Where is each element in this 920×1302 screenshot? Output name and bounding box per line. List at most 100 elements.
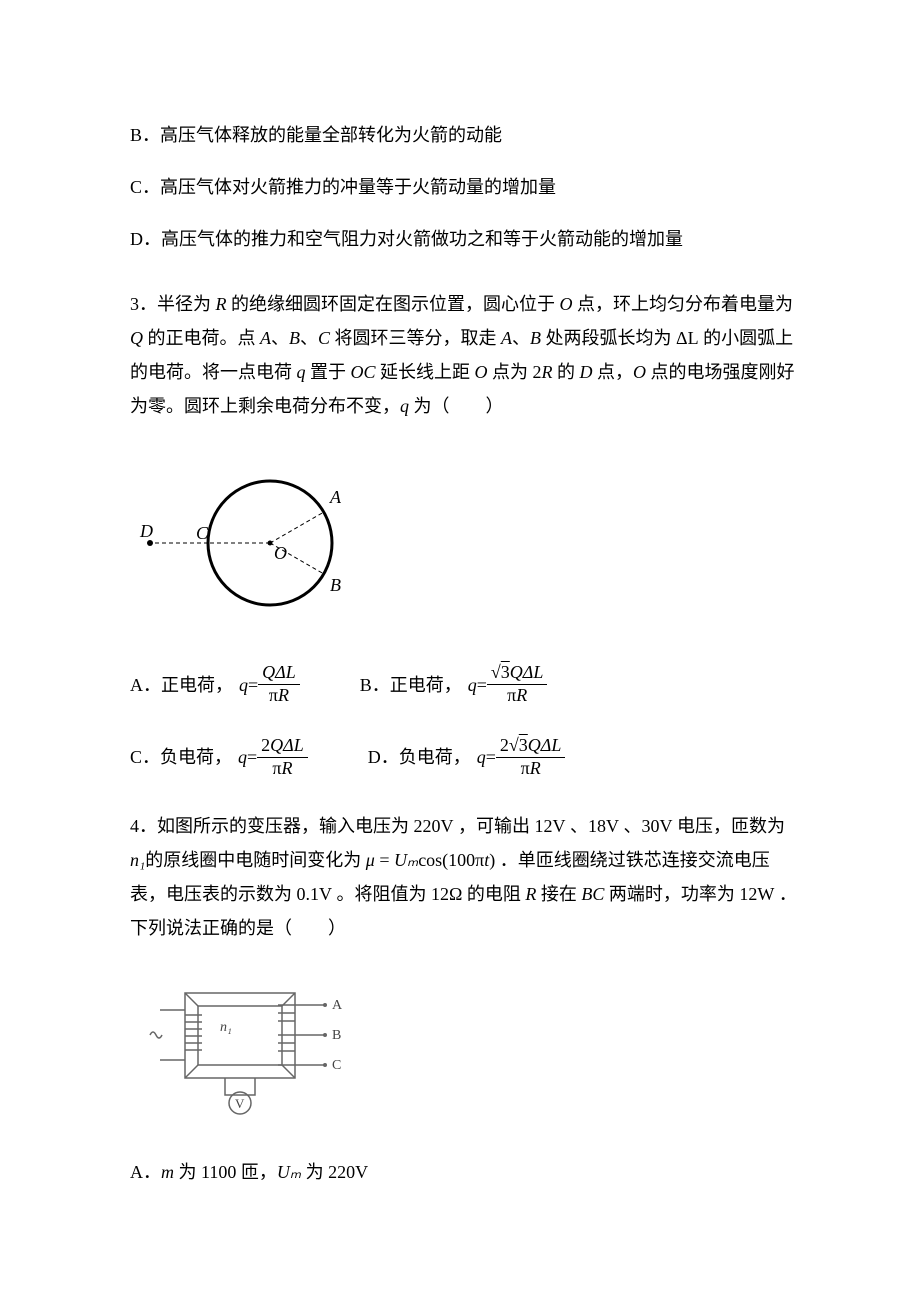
- pt-O: O: [560, 294, 573, 314]
- q3-text: 处两段弧长均为: [541, 328, 676, 348]
- fig-label-A: A: [329, 487, 342, 507]
- q3-circle-diagram: A B C D O: [130, 453, 360, 633]
- fraction: 2√3QΔL πR: [496, 736, 565, 779]
- q3-options-row-2: C．负电荷， q = 2QΔL πR D．负电荷， q = 2√3QΔL πR: [130, 736, 800, 779]
- eq-eq: =: [477, 668, 487, 702]
- den: πR: [507, 685, 527, 705]
- var-m: m: [161, 1162, 174, 1182]
- opt-text: 为: [301, 1162, 328, 1182]
- var-Um: Uₘ: [394, 850, 418, 870]
- var-mu: μ: [366, 850, 375, 870]
- q4-option-a: A．m 为 1100 匝，Uₘ 为 220V: [130, 1155, 800, 1189]
- var-Um2: Uₘ: [277, 1162, 301, 1182]
- cos: cos(100π: [418, 850, 484, 870]
- fraction: √3QΔL πR: [487, 663, 547, 706]
- opt-label: A．正电荷，: [130, 668, 233, 702]
- pt-D: D: [580, 362, 593, 382]
- q3-option-d: D．负电荷， q = 2√3QΔL πR: [368, 736, 566, 779]
- var-q2: q: [400, 396, 409, 416]
- opt-label: C．负电荷，: [130, 740, 232, 774]
- q4-stem: 4．如图所示的变压器，输入电压为 220V ，可输出 12V 、18V 、30V…: [130, 809, 800, 946]
- q3-option-b: B．正电荷， q = √3QΔL πR: [360, 663, 548, 706]
- q3-options-row-1: A．正电荷， q = QΔL πR B．正电荷， q = √3QΔL πR: [130, 663, 800, 706]
- pt-A: A: [260, 328, 271, 348]
- q4-text: ，可输出: [454, 816, 535, 836]
- q4-text: 两端时，功率为: [604, 884, 739, 904]
- fig-label-B: B: [332, 1028, 341, 1043]
- var-2R: 2R: [533, 362, 553, 382]
- q4-text: 、: [566, 816, 589, 836]
- q3-text: 的正电荷。点: [143, 328, 260, 348]
- fig-label-V: V: [235, 1096, 245, 1111]
- fig-label-O: O: [274, 543, 287, 563]
- q3-text: 置于: [306, 362, 351, 382]
- q4-text: 。将阻值为: [332, 884, 431, 904]
- eq-q: q: [239, 668, 248, 702]
- var-R: R: [525, 884, 536, 904]
- pt-B: B: [289, 328, 300, 348]
- num: 2√3QΔL: [500, 735, 561, 755]
- q2-option-d: D．高压气体的推力和空气阻力对火箭做功之和等于火箭动能的增加量: [130, 222, 800, 256]
- eq-eq: =: [248, 668, 258, 702]
- q3-text: 将圆环三等分，取走: [330, 328, 501, 348]
- q3-text: 、: [512, 328, 530, 348]
- q4-text: 接在: [536, 884, 581, 904]
- eq-eq: =: [247, 740, 257, 774]
- var-n1: n₁: [130, 850, 145, 870]
- pt-A2: A: [501, 328, 512, 348]
- q3-text: 、: [300, 328, 318, 348]
- q4-text: 的电阻: [462, 884, 525, 904]
- q3-text: 点为: [488, 362, 533, 382]
- q2-option-b: B．高压气体释放的能量全部转化为火箭的动能: [130, 118, 800, 152]
- fig-label-D: D: [139, 521, 153, 541]
- q3-text: 的绝缘细圆环固定在图示位置，圆心位于: [227, 294, 560, 314]
- q3-text: 点，环上均匀分布着电量为: [573, 294, 794, 314]
- q4-text: 的原线圈中电随时间变化为: [145, 850, 366, 870]
- q3-option-c: C．负电荷， q = 2QΔL πR: [130, 736, 308, 779]
- q4-text: 电压，匝数为: [673, 816, 786, 836]
- opt-label: B．正电荷，: [360, 668, 462, 702]
- var-dL: ΔL: [676, 328, 699, 348]
- pt-O4: O: [633, 362, 646, 382]
- val-12v: 12V: [535, 816, 566, 836]
- eq-q: q: [477, 740, 486, 774]
- num: QΔL: [262, 662, 296, 682]
- den: πR: [272, 758, 292, 778]
- eq-q: q: [468, 668, 477, 702]
- fig-label-C: C: [332, 1058, 341, 1073]
- num: √3QΔL: [491, 662, 543, 682]
- transformer-diagram: n₁ A B C V: [130, 975, 360, 1125]
- opt-prefix: A．: [130, 1162, 161, 1182]
- den: πR: [521, 758, 541, 778]
- val-12ohm: 12Ω: [431, 884, 462, 904]
- val-30v: 30V: [642, 816, 673, 836]
- val-12w: 12W: [739, 884, 774, 904]
- q4-figure: n₁ A B C V: [130, 975, 800, 1125]
- val-220v: 220V: [414, 816, 454, 836]
- q3-text: 的: [553, 362, 580, 382]
- var-Q: Q: [130, 328, 143, 348]
- pt-B2: B: [530, 328, 541, 348]
- q3-figure: A B C D O: [130, 453, 800, 633]
- eq-q: q: [238, 740, 247, 774]
- opt-label: D．负电荷，: [368, 740, 471, 774]
- q4-text: 4．如图所示的变压器，输入电压为: [130, 816, 414, 836]
- seg-BC: BC: [581, 884, 604, 904]
- seg-OC: OC: [351, 362, 376, 382]
- var-q: q: [297, 362, 306, 382]
- fraction: QΔL πR: [258, 663, 300, 706]
- q3-text: 延长线上距: [376, 362, 475, 382]
- eq: =: [375, 850, 394, 870]
- q3-text: 、: [271, 328, 289, 348]
- fig-n1: n₁: [220, 1020, 232, 1035]
- q3-text: 点，: [593, 362, 634, 382]
- q3-option-a: A．正电荷， q = QΔL πR: [130, 663, 300, 706]
- q3-text: 为（ ）: [409, 396, 504, 416]
- var-R: R: [216, 294, 227, 314]
- val-01v: 0.1V: [297, 884, 333, 904]
- num: 2QΔL: [261, 735, 304, 755]
- eq-eq: =: [486, 740, 496, 774]
- pt-C: C: [318, 328, 330, 348]
- q4-text: 、: [619, 816, 642, 836]
- q3-stem: 3．半径为 R 的绝缘细圆环固定在图示位置，圆心位于 O 点，环上均匀分布着电量…: [130, 287, 800, 424]
